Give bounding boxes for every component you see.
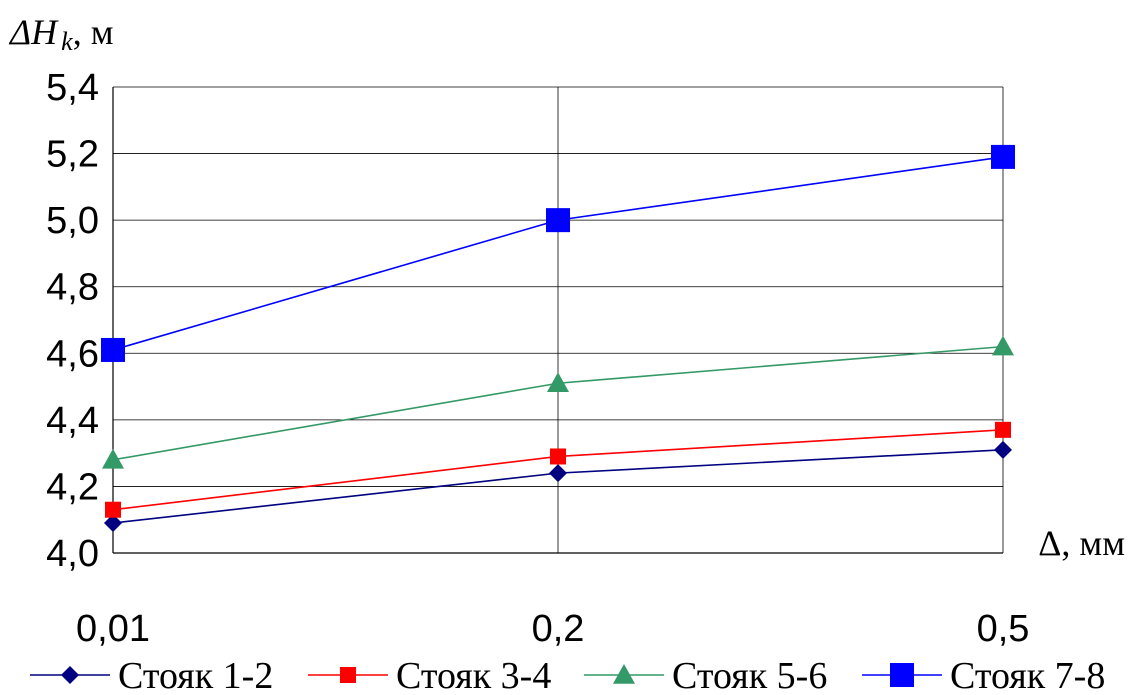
legend-marker bbox=[890, 663, 914, 687]
data-point bbox=[105, 501, 121, 518]
legend-label: Стояк 5-6 bbox=[672, 655, 827, 695]
y-tick-label: 4,2 bbox=[46, 466, 99, 508]
data-point bbox=[992, 335, 1014, 356]
legend-label: Стояк 7-8 bbox=[950, 655, 1105, 695]
series-1 bbox=[104, 440, 1012, 533]
y-axis-subscript: k bbox=[61, 27, 73, 56]
series-2 bbox=[105, 421, 1011, 518]
legend: Стояк 1-2 Стояк 3-4 Стояк 5-6 Стояк 7-8 bbox=[30, 655, 1105, 695]
legend-item: Стояк 7-8 bbox=[862, 655, 1105, 695]
legend-item: Стояк 1-2 bbox=[30, 655, 273, 695]
y-tick-label: 4,0 bbox=[46, 533, 99, 575]
x-tick-labels: 0,01 0,2 0,5 bbox=[76, 608, 1029, 650]
y-tick-label: 4,8 bbox=[46, 267, 99, 309]
y-tick-label: 5,0 bbox=[46, 200, 99, 242]
y-axis-unit: , м bbox=[73, 12, 114, 52]
data-point bbox=[547, 372, 569, 393]
x-tick-label: 0,2 bbox=[532, 608, 585, 650]
data-point bbox=[991, 144, 1015, 169]
data-point bbox=[549, 464, 567, 483]
legend-item: Стояк 3-4 bbox=[308, 655, 551, 695]
data-point bbox=[550, 448, 566, 465]
y-tick-label: 4,6 bbox=[46, 333, 99, 375]
y-axis-variable: ΔH bbox=[8, 12, 59, 52]
gridlines bbox=[112, 86, 1004, 554]
data-point bbox=[995, 421, 1011, 438]
data-point bbox=[102, 448, 124, 469]
x-tick-label: 0,5 bbox=[977, 608, 1030, 650]
legend-label: Стояк 1-2 bbox=[118, 655, 273, 695]
legend-label: Стояк 3-4 bbox=[396, 655, 551, 695]
x-tick-label: 0,01 bbox=[76, 608, 150, 650]
data-point bbox=[994, 440, 1012, 459]
legend-marker bbox=[61, 666, 79, 684]
data-point bbox=[101, 337, 125, 362]
data-point bbox=[104, 514, 122, 533]
legend-marker bbox=[340, 667, 356, 683]
data-point bbox=[546, 208, 570, 233]
x-axis-title: Δ, мм bbox=[1038, 523, 1125, 563]
y-tick-label: 5,4 bbox=[46, 67, 99, 109]
legend-item: Стояк 5-6 bbox=[584, 655, 827, 695]
y-tick-labels: 4,0 4,2 4,4 4,6 4,8 5,0 5,2 5,4 bbox=[46, 67, 99, 575]
series-3 bbox=[102, 335, 1014, 469]
y-tick-label: 4,4 bbox=[46, 400, 99, 442]
axes bbox=[112, 87, 1003, 554]
series-4 bbox=[101, 144, 1015, 362]
y-tick-label: 5,2 bbox=[46, 134, 99, 176]
y-axis-title: ΔH k, м bbox=[8, 12, 113, 56]
legend-marker bbox=[613, 664, 635, 684]
series-group bbox=[101, 144, 1015, 533]
